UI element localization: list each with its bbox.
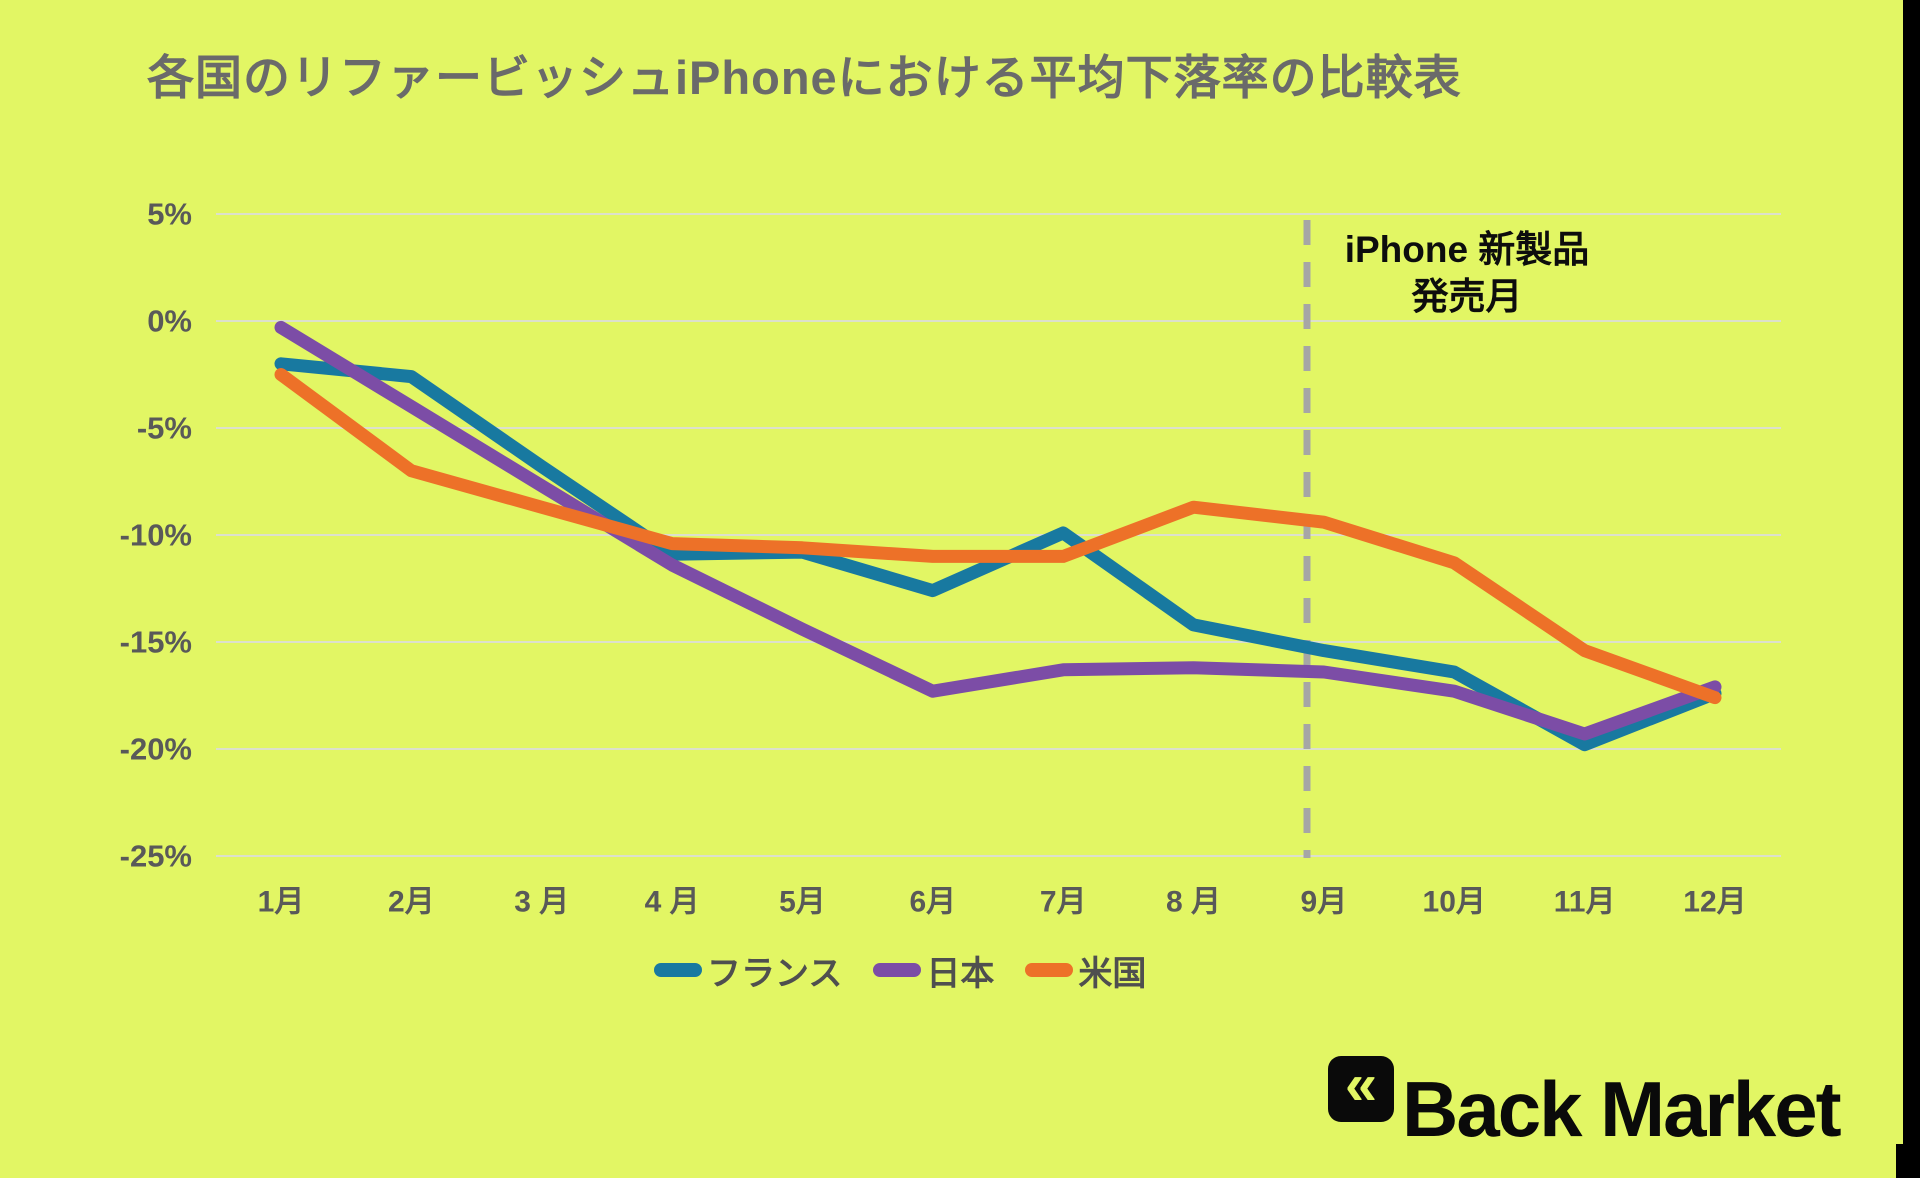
y-axis-tick-label: -5%	[137, 411, 192, 446]
y-axis-tick-label: 0%	[147, 304, 192, 339]
y-axis-tick-label: -15%	[120, 625, 192, 660]
x-axis-tick-label: 2月	[388, 886, 435, 919]
screen-edge-strip	[1903, 0, 1920, 1178]
legend-label: 米国	[1078, 954, 1147, 993]
y-axis-tick-label: -10%	[120, 518, 192, 553]
legend-label: 日本	[926, 954, 995, 993]
y-axis-tick-label: -20%	[120, 732, 192, 767]
backmarket-logo: « Back Market	[1328, 1056, 1842, 1148]
x-axis-tick-label: 7月	[1040, 886, 1087, 919]
chart-title: 各国のリファービッシュiPhoneにおける平均下落率の比較表	[147, 51, 1462, 104]
vline-annotation-line2: 発売月	[1411, 276, 1523, 317]
y-axis-tick-label: -25%	[120, 839, 192, 874]
x-axis-tick-label: 6月	[909, 886, 956, 919]
chart-legend: フランス 日本 米国	[654, 946, 1146, 995]
legend-swatch-icon	[654, 963, 702, 977]
x-axis-tick-label: 12月	[1683, 886, 1746, 919]
x-axis-tick-label: 10月	[1423, 886, 1486, 919]
legend-label: フランス	[707, 954, 843, 993]
vline-annotation: iPhone 新製品 発売月	[1217, 226, 1717, 320]
double-chevron-left-icon: «	[1344, 1052, 1378, 1117]
x-axis-tick-label: 3 月	[514, 886, 569, 919]
series-line-2	[274, 368, 1722, 705]
vline-annotation-line1: iPhone 新製品	[1344, 229, 1590, 270]
x-axis-tick-label: 4 月	[645, 886, 700, 919]
x-axis-tick-label: 11月	[1554, 886, 1616, 919]
legend-item-1: 日本	[873, 946, 994, 995]
backmarket-logo-text: Back Market	[1402, 1065, 1842, 1153]
screen-edge-strip-nub	[1896, 1144, 1920, 1178]
x-axis-tick-label: 9月	[1301, 886, 1348, 919]
y-axis-tick-label: 5%	[147, 197, 192, 232]
legend-item-0: フランス	[654, 946, 842, 995]
x-axis-tick-label: 5月	[779, 886, 826, 919]
legend-swatch-icon	[873, 963, 922, 977]
series-line-1	[274, 320, 1722, 741]
legend-item-2: 米国	[1025, 946, 1146, 995]
x-axis-tick-label: 8 月	[1166, 886, 1221, 919]
backmarket-logo-icon: «	[1328, 1056, 1394, 1122]
x-axis-tick-label: 1月	[258, 886, 305, 919]
legend-swatch-icon	[1025, 963, 1074, 977]
